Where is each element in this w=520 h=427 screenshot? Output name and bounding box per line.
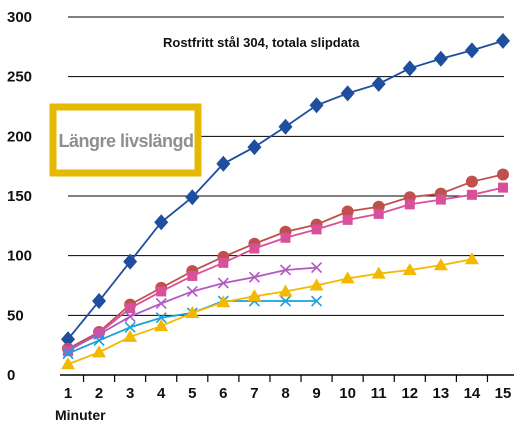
series-6-point xyxy=(464,252,479,265)
y-tick-250: 250 xyxy=(7,69,32,86)
series-1-point xyxy=(371,75,386,92)
series-4-point xyxy=(279,264,292,276)
series-1 xyxy=(61,32,510,348)
series-6 xyxy=(61,252,479,370)
series-4-point xyxy=(248,271,260,283)
series-1-point xyxy=(185,189,200,206)
series-3-point xyxy=(404,199,415,210)
series-2-point xyxy=(465,175,478,188)
series-1-point xyxy=(340,85,355,102)
series-layer xyxy=(61,32,510,370)
series-1-point xyxy=(92,293,107,310)
x-tick-13: 13 xyxy=(433,385,450,402)
series-3-point xyxy=(63,346,73,357)
series-3-point xyxy=(280,232,291,243)
series-6-line xyxy=(67,258,473,366)
series-5-point xyxy=(311,295,323,307)
series-1-point xyxy=(496,32,510,49)
series-5-point xyxy=(279,295,292,307)
series-3-point xyxy=(342,214,353,225)
series-3-point xyxy=(249,243,260,254)
series-6-point xyxy=(340,271,355,284)
series-4-point xyxy=(217,277,229,289)
x-axis-label: Minuter xyxy=(55,407,106,423)
series-3-point xyxy=(435,194,446,205)
series-1-point xyxy=(402,60,417,77)
x-tick-labels: 1 2 3 4 5 6 7 8 9 10 11 12 13 14 15 xyxy=(64,385,512,402)
series-5-point xyxy=(62,347,74,360)
series-1-point xyxy=(216,155,231,172)
x-tick-6: 6 xyxy=(219,385,227,402)
x-tick-14: 14 xyxy=(464,385,481,402)
series-6-point xyxy=(402,262,417,275)
x-tick-7: 7 xyxy=(250,385,258,402)
series-6-point xyxy=(247,289,262,302)
series-5-point xyxy=(124,321,136,333)
x-tick-4: 4 xyxy=(157,385,166,402)
x-tick-9: 9 xyxy=(312,385,320,402)
y-tick-300: 300 xyxy=(7,9,32,26)
series-1-point xyxy=(278,118,293,135)
series-6-point xyxy=(92,345,107,358)
series-3-point xyxy=(187,270,198,281)
annotation-box: Längre livslängd xyxy=(49,103,202,177)
x-tick-12: 12 xyxy=(401,385,418,402)
x-tick-5: 5 xyxy=(188,385,196,402)
x-tick-marks xyxy=(82,375,489,382)
series-1-point xyxy=(123,253,138,270)
y-tick-100: 100 xyxy=(7,248,32,265)
series-6-point xyxy=(123,329,138,342)
series-1-point xyxy=(247,139,262,156)
series-4-point xyxy=(186,285,198,298)
y-tick-50: 50 xyxy=(7,307,24,324)
series-6-point xyxy=(309,278,324,291)
x-tick-1: 1 xyxy=(64,385,72,402)
series-6-point xyxy=(154,319,169,332)
series-1-point xyxy=(61,331,75,348)
x-tick-8: 8 xyxy=(281,385,289,402)
series-6-point xyxy=(61,357,75,370)
series-2-point xyxy=(497,168,509,181)
series-3-point xyxy=(311,224,322,235)
series-3-point xyxy=(156,286,167,297)
series-3-point xyxy=(94,328,105,339)
series-6-point xyxy=(185,305,200,318)
y-tick-150: 150 xyxy=(7,188,32,205)
series-3 xyxy=(63,182,508,357)
series-4-point xyxy=(62,344,74,356)
series-4 xyxy=(62,262,323,356)
series-3-point xyxy=(466,189,477,200)
series-1-point xyxy=(464,42,479,59)
x-tick-11: 11 xyxy=(371,385,387,402)
series-6-point xyxy=(371,266,386,279)
series-6-point xyxy=(278,284,293,297)
series-5-point xyxy=(93,334,105,346)
series-2-point xyxy=(341,205,354,218)
series-6-point xyxy=(216,295,231,308)
annotation-text: Längre livslängd xyxy=(58,131,193,151)
series-5-point xyxy=(155,312,167,324)
y-tick-labels: 0 50 100 150 200 250 300 xyxy=(7,9,32,384)
series-4-point xyxy=(124,310,136,323)
x-tick-10: 10 xyxy=(339,385,356,402)
x-tick-2: 2 xyxy=(95,385,103,402)
series-6-point xyxy=(433,258,448,271)
series-1-point xyxy=(309,97,324,114)
y-tick-0: 0 xyxy=(7,367,15,384)
y-tick-200: 200 xyxy=(7,128,32,145)
x-tick-3: 3 xyxy=(126,385,134,402)
x-tick-15: 15 xyxy=(495,385,512,402)
series-4-point xyxy=(155,297,167,309)
series-3-point xyxy=(218,257,229,268)
series-4-point xyxy=(311,262,323,274)
series-3-point xyxy=(125,303,136,314)
series-3-point xyxy=(498,182,508,193)
chart-title: Rostfritt stål 304, totala slipdata xyxy=(163,35,360,50)
series-3-point xyxy=(373,208,384,219)
series-1-point xyxy=(154,214,169,231)
series-1-point xyxy=(433,50,448,67)
